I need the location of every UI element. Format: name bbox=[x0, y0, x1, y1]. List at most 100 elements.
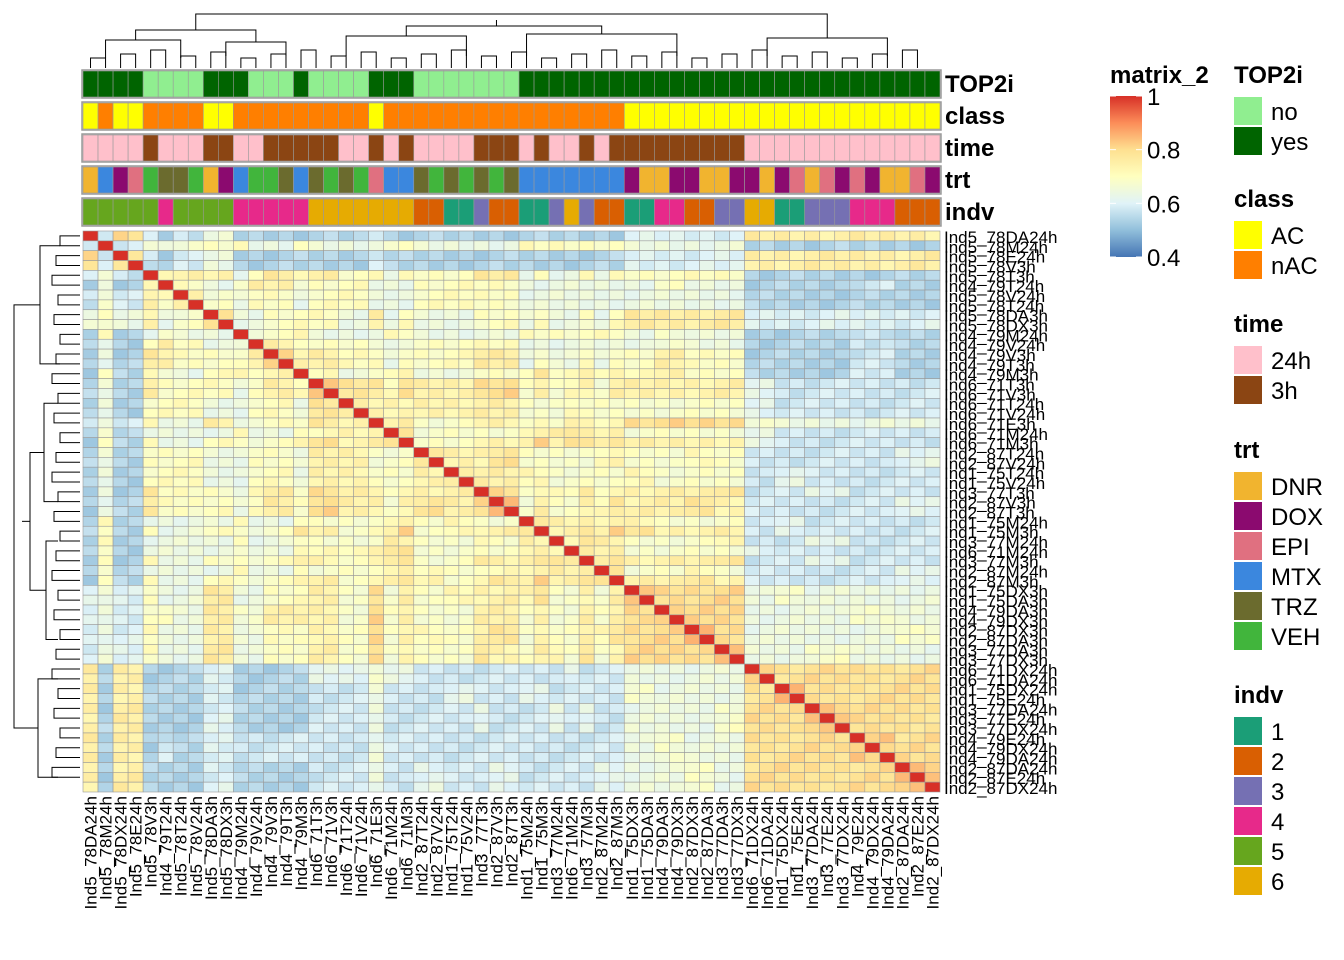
annotation-cell-TOP2i bbox=[924, 70, 941, 98]
annotation-cell-class bbox=[127, 102, 144, 130]
heatmap-cell bbox=[458, 388, 475, 399]
heatmap-cell bbox=[623, 338, 640, 350]
heatmap-cell bbox=[849, 250, 866, 261]
heatmap-cell bbox=[864, 260, 881, 271]
heatmap-cell bbox=[638, 427, 655, 438]
annotation-cell-trt bbox=[428, 166, 445, 194]
heatmap-cell bbox=[518, 466, 535, 478]
heatmap-cell bbox=[218, 279, 234, 291]
heatmap-cell bbox=[428, 309, 445, 320]
heatmap-cell bbox=[699, 427, 715, 438]
heatmap-cell bbox=[112, 732, 129, 744]
heatmap-cell bbox=[533, 516, 550, 527]
heatmap-cell bbox=[233, 604, 249, 616]
heatmap-cell bbox=[293, 309, 309, 320]
heatmap-cell bbox=[323, 772, 339, 783]
heatmap-cell bbox=[578, 772, 595, 783]
heatmap-cell bbox=[623, 427, 640, 438]
heatmap-cell bbox=[263, 673, 279, 685]
heatmap-cell bbox=[218, 250, 234, 261]
heatmap-cell bbox=[623, 604, 640, 616]
heatmap-cell bbox=[699, 712, 715, 724]
annotation-cell-trt bbox=[924, 166, 941, 194]
heatmap-cell bbox=[894, 752, 911, 763]
heatmap-cell bbox=[578, 319, 595, 330]
heatmap-cell bbox=[473, 240, 490, 251]
heatmap-cell bbox=[157, 417, 174, 429]
heatmap-cell bbox=[774, 358, 790, 370]
heatmap-cell bbox=[443, 516, 460, 527]
heatmap-cell bbox=[157, 762, 174, 773]
heatmap-cell bbox=[368, 781, 385, 793]
heatmap-cell bbox=[774, 742, 790, 753]
heatmap-cell bbox=[127, 742, 144, 753]
heatmap-cell bbox=[488, 338, 505, 350]
heatmap-cell bbox=[804, 653, 821, 665]
heatmap-cell bbox=[142, 378, 159, 389]
heatmap-cell bbox=[638, 476, 655, 488]
heatmap-cell bbox=[338, 585, 354, 596]
heatmap-cell bbox=[503, 742, 520, 753]
annotation-cell-indv bbox=[924, 198, 941, 226]
heatmap-cell bbox=[623, 250, 640, 261]
heatmap-cell bbox=[293, 693, 309, 704]
legend-swatch bbox=[1234, 562, 1262, 590]
heatmap-cell bbox=[413, 752, 430, 763]
heatmap-cell bbox=[714, 772, 730, 783]
heatmap-cell bbox=[774, 663, 790, 675]
heatmap-cell bbox=[443, 683, 460, 694]
heatmap-cell bbox=[443, 772, 460, 783]
heatmap-cell bbox=[729, 250, 745, 261]
heatmap-cell bbox=[894, 368, 911, 379]
heatmap-cell bbox=[699, 535, 715, 547]
heatmap-cell bbox=[654, 722, 670, 734]
annotation-cell-class bbox=[308, 102, 324, 130]
heatmap-cell bbox=[608, 299, 625, 311]
heatmap-cell bbox=[623, 309, 640, 320]
heatmap-cell bbox=[669, 407, 685, 419]
heatmap-cell bbox=[699, 614, 715, 625]
heatmap-cell bbox=[789, 693, 805, 704]
heatmap-cell bbox=[218, 644, 234, 655]
annotation-cell-class bbox=[563, 102, 580, 130]
heatmap-cell bbox=[218, 240, 234, 251]
heatmap-cell bbox=[82, 673, 99, 685]
heatmap-cell bbox=[729, 486, 745, 498]
heatmap-cell bbox=[293, 358, 309, 370]
heatmap-cell bbox=[638, 299, 655, 311]
heatmap-cell bbox=[413, 437, 430, 448]
heatmap-cell bbox=[233, 289, 249, 301]
heatmap-cell bbox=[864, 358, 881, 370]
heatmap-cell bbox=[278, 427, 294, 438]
heatmap-cell bbox=[533, 772, 550, 783]
heatmap-cell bbox=[488, 240, 505, 251]
heatmap-cell bbox=[263, 250, 279, 261]
heatmap-cell bbox=[353, 358, 369, 370]
heatmap-cell bbox=[548, 742, 565, 753]
heatmap-cell bbox=[308, 703, 324, 714]
heatmap-cell bbox=[263, 486, 279, 498]
heatmap-cell bbox=[578, 644, 595, 655]
heatmap-cell bbox=[684, 329, 700, 340]
heatmap-cell bbox=[323, 594, 339, 606]
heatmap-cell bbox=[819, 358, 836, 370]
heatmap-cell bbox=[323, 555, 339, 566]
heatmap-cell bbox=[623, 299, 640, 311]
annotation-cell-class bbox=[879, 102, 896, 130]
heatmap-cell bbox=[97, 417, 114, 429]
heatmap-cell bbox=[428, 585, 445, 596]
annotation-cell-indv bbox=[669, 198, 685, 226]
annotation-cell-time bbox=[157, 134, 174, 162]
heatmap-cell bbox=[684, 653, 700, 665]
heatmap-cell bbox=[533, 673, 550, 685]
heatmap-cell bbox=[849, 722, 866, 734]
heatmap-cell bbox=[819, 693, 836, 704]
dendrogram-branch bbox=[360, 51, 377, 68]
heatmap-cell bbox=[127, 683, 144, 694]
heatmap-cell bbox=[548, 604, 565, 616]
legend-swatch bbox=[1234, 777, 1262, 805]
heatmap-cell bbox=[248, 368, 264, 379]
heatmap-cell bbox=[233, 476, 249, 488]
heatmap-cell bbox=[744, 348, 760, 360]
heatmap-cell bbox=[398, 457, 415, 468]
